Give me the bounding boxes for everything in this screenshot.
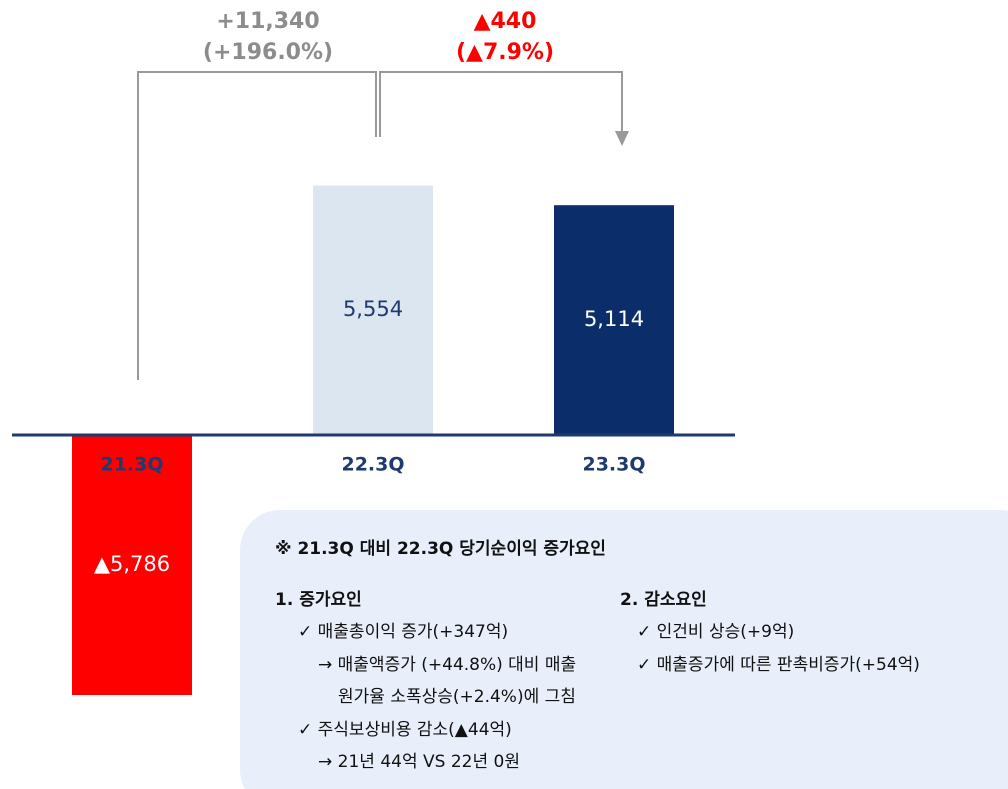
bracket: [379, 71, 623, 137]
note-box: [240, 510, 1008, 789]
note-line: ✓ 인건비 상승(+9억): [637, 622, 794, 642]
annotation: ▲440: [474, 9, 537, 34]
bracket: [137, 71, 377, 380]
section-heading: 1. 증가요인: [275, 590, 362, 610]
note-line: 원가율 소폭상승(+2.4%)에 그침: [338, 687, 576, 707]
value-label: 5,554: [343, 297, 403, 321]
arrow-head: [615, 131, 629, 146]
note-title: ※ 21.3Q 대비 22.3Q 당기순이익 증가요인: [275, 539, 606, 559]
annotation: (+196.0%): [203, 40, 333, 65]
annotation: +11,340: [216, 9, 319, 34]
note-line: → 매출액증가 (+44.8%) 대비 매출: [318, 655, 576, 675]
bar: [554, 205, 674, 435]
annotation: (▲7.9%): [456, 40, 554, 65]
category-label: 21.3Q: [100, 454, 163, 476]
category-label: 22.3Q: [341, 454, 404, 476]
value-label: ▲5,786: [94, 552, 170, 576]
note: 1. 증가요인 ✓ 매출총이익 증가(+347억) → 매출액증가 (+44.8%)…: [275, 590, 920, 772]
bars: [72, 185, 674, 695]
value-label: 5,114: [584, 307, 644, 331]
note-line: ✓ 매출증가에 따른 판촉비증가(+54억): [637, 655, 920, 675]
note-line: ✓ 매출총이익 증가(+347억): [298, 622, 508, 642]
bar: [72, 435, 192, 695]
note-line: → 21년 44억 VS 22년 0원: [318, 752, 520, 772]
bar: [313, 185, 433, 435]
labels: ▲5,786 21.3Q 5,554 22.3Q 5,114 23.3Q: [94, 297, 646, 576]
category-label: 23.3Q: [582, 454, 645, 476]
section-heading: 2. 감소요인: [620, 590, 707, 610]
note-line: ✓ 주식보상비용 감소(▲44억): [298, 720, 512, 740]
